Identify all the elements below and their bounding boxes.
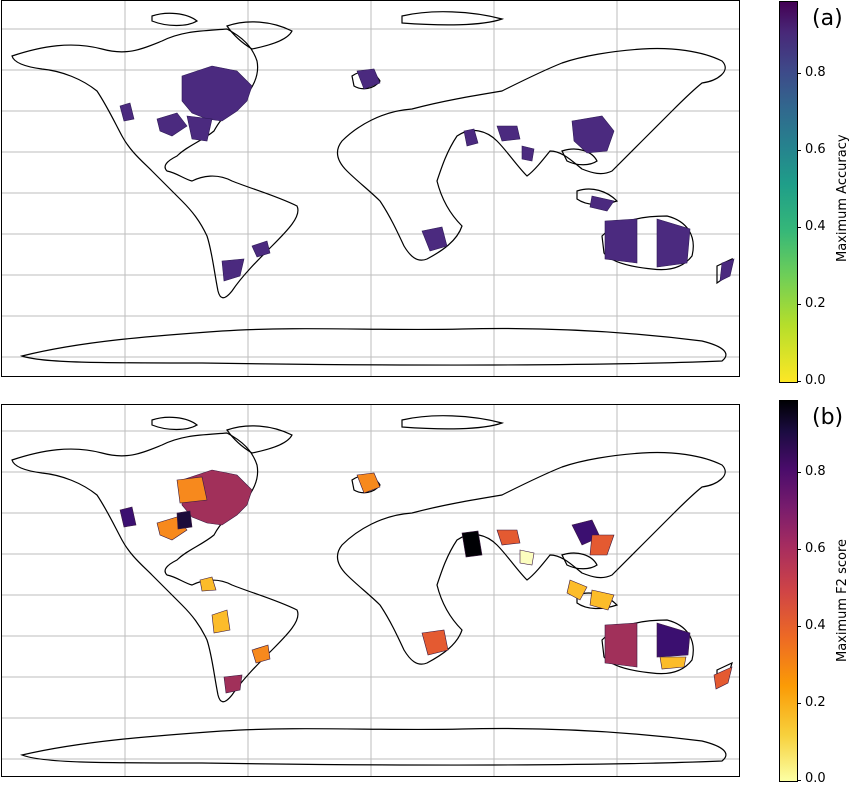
- coastlines: [11, 11, 733, 366]
- regions-a: [119, 65, 735, 282]
- coastlines: [11, 415, 733, 766]
- colorbar-a: [779, 1, 798, 383]
- world-map-a: [2, 1, 739, 376]
- panel-a-letter: (a): [812, 6, 843, 31]
- colorbar-a-tick-3: 0.6: [805, 142, 826, 157]
- colorbar-a-tick-2: 0.4: [805, 219, 826, 234]
- colorbar-a-tick-1: 0.2: [805, 296, 826, 311]
- colorbar-a-tick-4: 0.8: [805, 65, 826, 80]
- world-map-b: [2, 405, 739, 776]
- colorbar-b: [779, 400, 798, 782]
- map-panel-a: [1, 0, 740, 377]
- colorbar-b-tick-4: 0.8: [805, 464, 826, 479]
- gridlines: [2, 405, 739, 776]
- colorbar-b-tick-2: 0.4: [805, 618, 826, 633]
- colorbar-a-label: Maximum Accuracy: [835, 134, 850, 262]
- colorbar-a-tick-0: 0.0: [805, 373, 826, 388]
- gridlines: [2, 1, 739, 376]
- map-panel-b: [1, 404, 740, 777]
- colorbar-b-tick-3: 0.6: [805, 541, 826, 556]
- regions-b: [119, 469, 733, 694]
- colorbar-b-tick-1: 0.2: [805, 695, 826, 710]
- panel-b-letter: (b): [812, 405, 844, 430]
- colorbar-b-tick-0: 0.0: [805, 771, 826, 786]
- colorbar-b-label: Maximum F2 score: [835, 539, 850, 662]
